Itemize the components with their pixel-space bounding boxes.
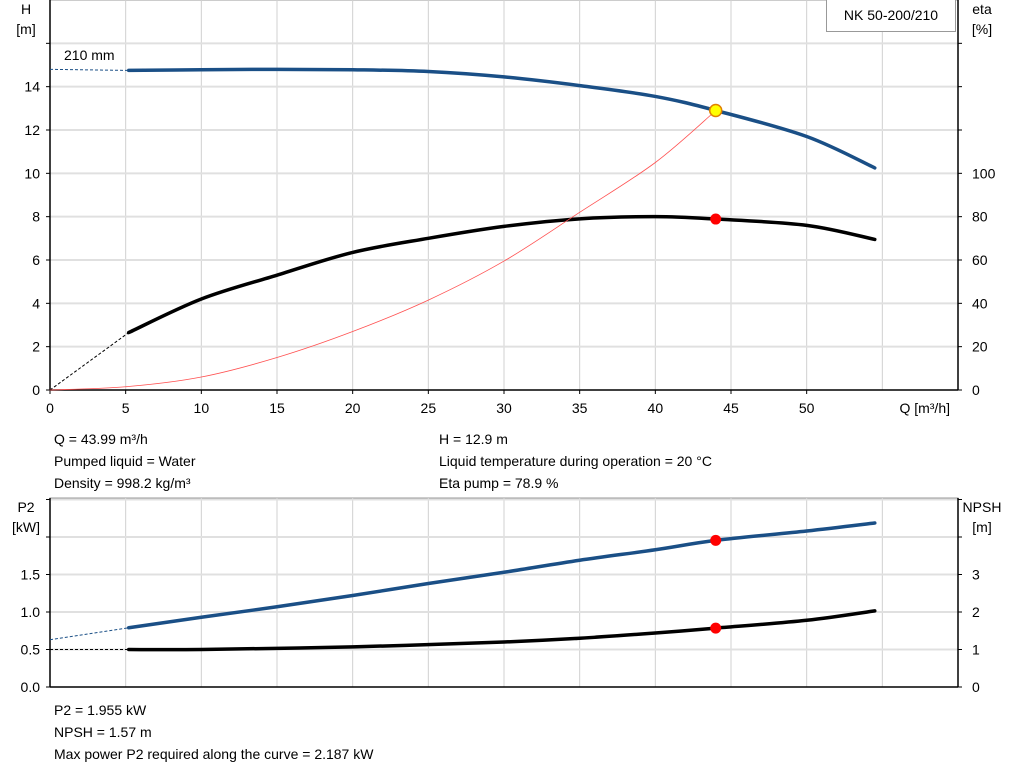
- info-flow: Q = 43.99 m³/h: [54, 431, 148, 447]
- info-max-power: Max power P2 required along the curve = …: [54, 746, 374, 762]
- y-axis-label-right: eta: [972, 1, 992, 17]
- x-tick-label: 45: [723, 400, 739, 416]
- info-density: Density = 998.2 kg/m³: [54, 475, 191, 491]
- info-p2: P2 = 1.955 kW: [54, 702, 147, 718]
- legend-pump-model: NK 50-200/210: [826, 0, 956, 32]
- y-tick-label-right: 3: [972, 567, 980, 583]
- y-tick-label-left: 1.0: [21, 604, 41, 620]
- y-tick-label-left: 8: [32, 209, 40, 225]
- y-tick-label-right: 0: [972, 382, 980, 398]
- info-head: H = 12.9 m: [439, 431, 508, 447]
- x-tick-label: 0: [46, 400, 54, 416]
- y-tick-label-left: 0.5: [21, 642, 41, 658]
- y-tick-label-left: 10: [24, 165, 40, 181]
- info-top-right: H = 12.9 m Liquid temperature during ope…: [439, 428, 712, 494]
- operating-point-p2: [710, 534, 722, 546]
- x-tick-label: 15: [269, 400, 285, 416]
- series-extension-eta: [49, 332, 129, 391]
- operating-point-npsh: [710, 622, 722, 634]
- info-bottom: P2 = 1.955 kW NPSH = 1.57 m Max power P2…: [54, 699, 373, 765]
- y-tick-label-left: 1.5: [21, 567, 41, 583]
- series-extension-p2: [49, 627, 129, 641]
- y-tick-label-left: 0.0: [21, 679, 41, 695]
- y-tick-label-right: 0: [972, 679, 980, 695]
- operating-point-head: [708, 103, 723, 118]
- y-tick-label-right: 2: [972, 604, 980, 620]
- series-line-system: [49, 110, 717, 391]
- info-npsh: NPSH = 1.57 m: [54, 724, 152, 740]
- y-tick-label-right: 100: [972, 165, 996, 181]
- y-tick-label-right: 40: [972, 295, 988, 311]
- x-axis-label: Q [m³/h]: [899, 400, 950, 416]
- info-top-left: Q = 43.99 m³/h Pumped liquid = Water Den…: [54, 428, 196, 494]
- x-tick-label: 30: [496, 400, 512, 416]
- info-liquid: Pumped liquid = Water: [54, 453, 196, 469]
- y-tick-label-left: 12: [24, 122, 40, 138]
- operating-point-eta: [710, 213, 722, 225]
- y-axis-unit-right: [m]: [972, 519, 991, 535]
- info-eta: Eta pump = 78.9 %: [439, 475, 559, 491]
- series-line-p2: [126, 521, 877, 630]
- x-tick-label: 5: [122, 400, 130, 416]
- y-tick-label-right: 1: [972, 642, 980, 658]
- x-tick-label: 40: [648, 400, 664, 416]
- x-tick-label: 20: [345, 400, 361, 416]
- y-axis-unit-left: [kW]: [12, 519, 40, 535]
- series-line-head: [126, 67, 877, 170]
- y-tick-label-right: 80: [972, 209, 988, 225]
- y-tick-label-left: 14: [24, 79, 40, 95]
- series-line-npsh: [126, 609, 877, 652]
- impeller-diameter-label: 210 mm: [64, 47, 115, 63]
- series-line-eta: [126, 214, 877, 335]
- x-tick-label: 35: [572, 400, 588, 416]
- y-tick-label-right: 60: [972, 252, 988, 268]
- y-axis-unit-right: [%]: [972, 21, 992, 37]
- y-tick-label-left: 4: [32, 295, 40, 311]
- y-tick-label-left: 2: [32, 339, 40, 355]
- info-temperature: Liquid temperature during operation = 20…: [439, 453, 712, 469]
- y-tick-label-right: 20: [972, 339, 988, 355]
- series-extension-head: [49, 68, 129, 71]
- y-axis-label-left: H: [21, 1, 31, 17]
- y-axis-unit-left: [m]: [16, 21, 35, 37]
- y-tick-label-left: 0: [32, 382, 40, 398]
- y-tick-label-left: 6: [32, 252, 40, 268]
- x-tick-label: 50: [799, 400, 815, 416]
- y-axis-label-left: P2: [17, 499, 34, 515]
- x-tick-label: 25: [421, 400, 437, 416]
- y-axis-label-right: NPSH: [963, 499, 1002, 515]
- x-tick-label: 10: [194, 400, 210, 416]
